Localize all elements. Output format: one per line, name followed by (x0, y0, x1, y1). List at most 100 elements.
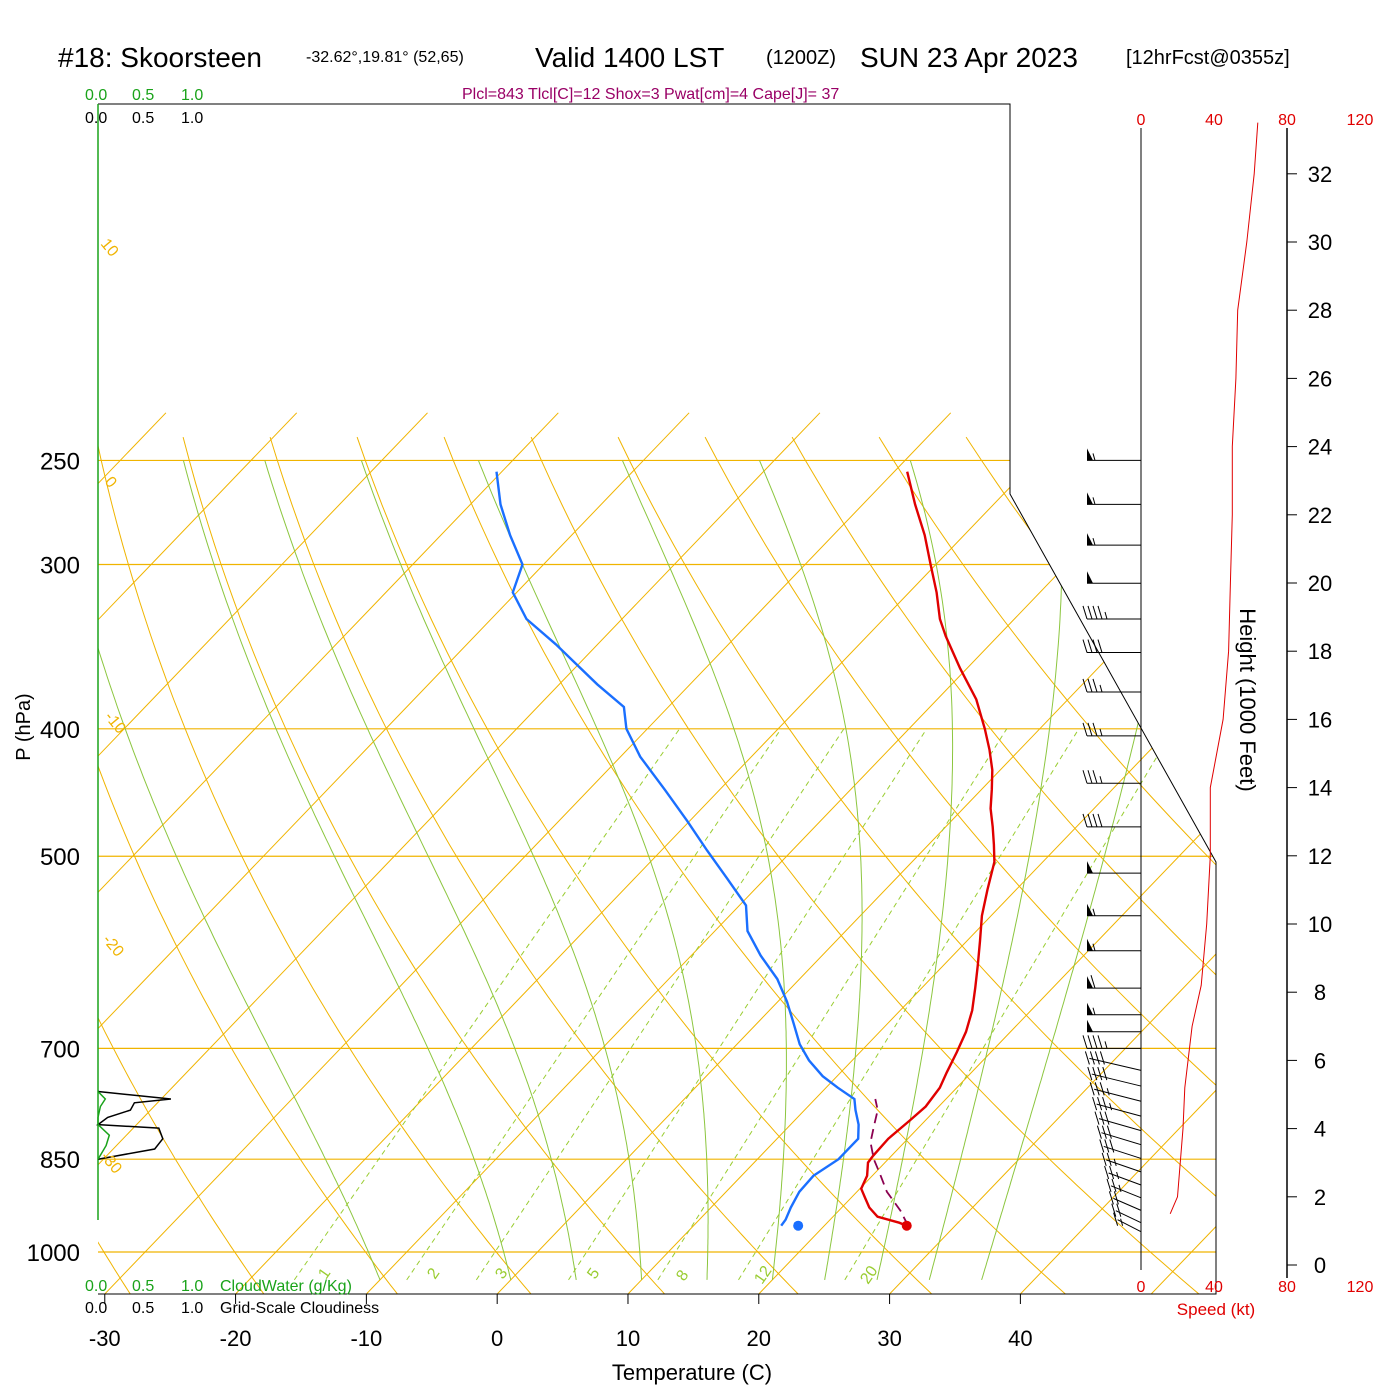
svg-text:0.0: 0.0 (85, 87, 107, 104)
moist-adiabat-line (477, 460, 709, 1280)
isotherm-line (98, 412, 167, 1294)
isotherm-label: 0 (1009, 322, 1034, 349)
svg-text:0.0: 0.0 (85, 1278, 107, 1295)
plot-frame (97, 103, 1288, 1295)
speed-scale-bottom: 0 40 80 120 (1137, 1279, 1374, 1296)
wind-barb-flag (1082, 639, 1088, 653)
wind-barb-flag (1113, 1191, 1119, 1205)
wind-barb-staff (1096, 1103, 1142, 1117)
svg-text:0: 0 (1137, 112, 1146, 129)
mixing-ratio-label: 2 (424, 1265, 443, 1282)
wind-barb (1082, 813, 1141, 828)
dry-adiabat-label: -20 (99, 932, 127, 961)
height-tick-label: 30 (1308, 230, 1332, 255)
moist-adiabat-line (981, 460, 1188, 1281)
wind-barb-half-flag (1118, 1184, 1122, 1192)
wind-barb-pennant (1087, 492, 1093, 505)
wind-barb (1113, 1212, 1142, 1233)
dewpoint-line (495, 471, 860, 1227)
wind-barb (1096, 1125, 1142, 1146)
isotherm-line (1138, 412, 1216, 1294)
mixing-ratio-line (738, 728, 1080, 1281)
surface-dewpoint-dot (793, 1220, 804, 1231)
wind-barb-pennant (1087, 903, 1093, 916)
cloud-scale-bottom-cloudiness: 0.0 0.5 1.0 Grid-Scale Cloudiness (85, 1300, 379, 1317)
isotherm-label: 30 (1179, 750, 1214, 785)
isotherm-line (615, 412, 1216, 1294)
wind-barb-flag (1104, 1139, 1110, 1153)
wind-barb-flag (1097, 813, 1103, 828)
wind-barb-flag (1089, 1082, 1095, 1096)
moist-adiabat-line (928, 460, 1063, 1281)
mixing-ratio-line (844, 728, 1174, 1281)
wind-panel (1082, 122, 1259, 1233)
pressure-tick-label: 300 (40, 553, 80, 580)
dry-adiabat-line (269, 436, 811, 1294)
wind-barb-staff (1101, 1132, 1142, 1146)
wind-barb-staff (1098, 1118, 1142, 1132)
moist-adiabat-line (360, 460, 643, 1280)
wind-barb (1087, 533, 1141, 546)
wind-barb-flag (1082, 605, 1088, 620)
moist-adiabat-line (876, 460, 954, 1281)
indices-line: Plcl=843 Tlcl[C]=12 Shox=3 Pwat[cm]=4 Ca… (462, 86, 839, 103)
wind-barb-flag (1101, 1125, 1107, 1139)
svg-text:80: 80 (1278, 112, 1296, 129)
temperature-line (859, 471, 996, 1227)
dry-adiabat-label: 0 (101, 474, 120, 492)
wind-barb-flag (1092, 770, 1098, 784)
height-axis-title: Height (1000 Feet) (1235, 608, 1260, 791)
wind-barb-flag (1082, 722, 1088, 737)
wind-barb-flag (1087, 813, 1093, 828)
svg-text:1.0: 1.0 (181, 110, 203, 127)
isotherm-label: 10 (1045, 505, 1080, 540)
dry-adiabat-line (182, 436, 677, 1294)
wind-barb-flag (1087, 722, 1093, 737)
svg-text:120: 120 (1347, 112, 1374, 129)
height-tick-label: 6 (1314, 1048, 1326, 1073)
x-axis-title: Temperature (C) (612, 1360, 772, 1385)
wind-barb-staff (1110, 1185, 1142, 1199)
wind-barb-flag (1089, 1051, 1095, 1065)
wind-barb-flag (1099, 1111, 1105, 1125)
wind-barb-pennant (1087, 533, 1093, 546)
wind-speed-line (1169, 122, 1259, 1214)
wind-barb-pennant (1087, 448, 1093, 461)
title-utc: (1200Z) (766, 47, 836, 69)
height-tick-label: 18 (1308, 639, 1332, 664)
wind-barb-flag (1092, 678, 1098, 693)
pressure-tick-label: 700 (40, 1036, 80, 1063)
wind-barb-half-flag (1116, 1171, 1120, 1180)
cloud-scale-top-cloudwater: 0.0 0.5 1.0 (85, 87, 203, 104)
dry-adiabat-line (356, 436, 946, 1294)
wind-barb (1087, 861, 1141, 874)
wind-barb (1104, 1165, 1142, 1186)
svg-text:0.5: 0.5 (132, 110, 154, 127)
height-tick-label: 28 (1308, 298, 1332, 323)
wind-barb-flag (1099, 1051, 1105, 1065)
dry-adiabat-line (791, 436, 1216, 1294)
wind-barb-flag (1099, 1139, 1105, 1153)
wind-barb-half-flag (1099, 684, 1103, 693)
wind-barb (1087, 1019, 1141, 1033)
wind-barb-flag (1104, 1165, 1110, 1180)
cloud-scale-top-cloudiness: 0.0 0.5 1.0 (85, 110, 203, 127)
wind-barb-pennant (1087, 571, 1093, 584)
wind-barb (1092, 1096, 1142, 1117)
wind-barb-flag (1084, 1051, 1090, 1065)
svg-text:0.5: 0.5 (132, 1300, 154, 1317)
wind-barb-flag (1092, 813, 1098, 828)
moist-adiabat-line (182, 460, 512, 1281)
wind-barb (1084, 1051, 1142, 1071)
temperature-tick-label: 10 (616, 1326, 640, 1351)
wind-barb (1087, 448, 1141, 461)
pressure-tick-label: 850 (40, 1147, 80, 1174)
mixing-ratio-label: 20 (857, 1263, 881, 1287)
y-axis-title: P (hPa) (13, 693, 35, 760)
isotherm-line (98, 412, 952, 1294)
wind-barb-flag (1092, 722, 1098, 737)
wind-barb-flag (1108, 1191, 1114, 1205)
temperature-tick-label: 40 (1008, 1326, 1032, 1351)
isotherm-line (223, 412, 1082, 1294)
